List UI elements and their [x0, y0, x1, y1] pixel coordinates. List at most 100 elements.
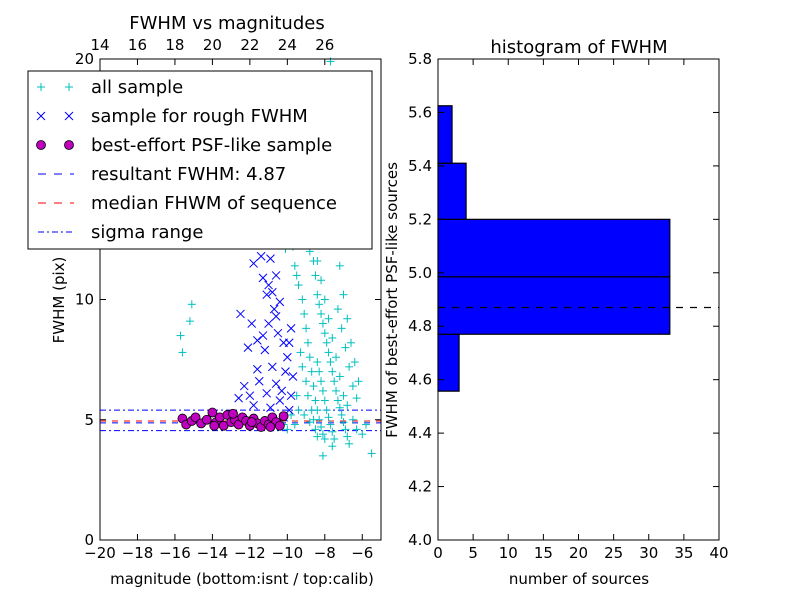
rough-fwhm-point	[275, 396, 285, 405]
all-sample-point	[348, 415, 357, 424]
rough-fwhm-point	[286, 391, 296, 401]
rough-fwhm-point	[258, 273, 268, 283]
y-tick-label: 5	[84, 411, 94, 429]
all-sample-point	[318, 386, 327, 395]
x-tick-label: −16	[159, 544, 191, 562]
all-sample-point	[315, 300, 324, 309]
all-sample-point	[339, 290, 348, 299]
all-sample-point	[307, 367, 316, 376]
all-sample-point	[337, 410, 346, 419]
all-sample-point	[324, 348, 333, 357]
legend-marker	[36, 140, 46, 150]
y-tick-label: 4.0	[408, 531, 432, 549]
all-sample-point	[300, 309, 309, 318]
all-sample-point	[343, 314, 352, 323]
y-tick-label: 4.2	[408, 478, 432, 496]
rough-fwhm-point	[249, 259, 258, 268]
all-sample-point	[333, 305, 342, 314]
rough-fwhm-point	[267, 362, 277, 372]
all-sample-point	[187, 300, 196, 309]
all-sample-point	[303, 338, 312, 347]
all-sample-point	[307, 406, 316, 415]
rough-fwhm-point	[277, 386, 287, 396]
scatter-x-axis-label: magnitude (bottom:isnt / top:calib)	[110, 570, 374, 588]
legend-item: best-effort PSF-like sample	[36, 135, 332, 156]
rough-fwhm-point	[273, 328, 283, 338]
all-sample-point	[335, 403, 344, 412]
psf-like-point	[207, 407, 218, 418]
rough-fwhm-point	[236, 309, 245, 319]
rough-fwhm-point	[245, 391, 255, 401]
top-tick-label: 24	[278, 36, 297, 54]
top-tick-label: 26	[315, 36, 334, 54]
all-sample-point	[350, 358, 359, 367]
all-sample-point	[367, 449, 376, 458]
legend-marker	[37, 83, 45, 91]
y-tick-label: 5.6	[408, 103, 432, 121]
all-sample-point	[298, 295, 307, 304]
all-sample-point	[343, 401, 352, 410]
all-sample-point	[348, 382, 357, 391]
x-tick-label: 30	[639, 544, 658, 562]
histogram-bar	[437, 105, 453, 164]
all-sample-point	[362, 420, 371, 429]
all-sample-point	[303, 391, 312, 400]
all-sample-point	[328, 367, 337, 376]
all-sample-point	[318, 451, 327, 460]
x-tick-label: −6	[351, 544, 373, 562]
all-sample-point	[337, 324, 346, 333]
rough-fwhm-point	[253, 364, 262, 374]
legend-item: resultant FWHM: 4.87	[38, 164, 286, 185]
all-sample-point	[343, 432, 352, 441]
rough-fwhm-point	[267, 287, 277, 297]
histogram-bar	[437, 218, 671, 278]
all-sample-point	[313, 432, 322, 441]
psf-like-point	[190, 412, 201, 423]
all-sample-point	[341, 343, 350, 352]
all-sample-point	[318, 319, 327, 328]
rough-fwhm-point	[258, 331, 268, 340]
x-tick-label: −10	[272, 544, 304, 562]
rough-fwhm-point	[260, 345, 270, 355]
all-sample-point	[320, 396, 329, 405]
top-tick-label: 20	[203, 36, 222, 54]
y-tick-label: 10	[75, 291, 94, 309]
all-sample-point	[335, 372, 344, 381]
rough-fwhm-point	[271, 311, 281, 321]
all-sample-point	[352, 394, 361, 403]
all-sample-point	[309, 382, 318, 391]
all-sample-point	[330, 377, 339, 386]
rough-fwhm-point	[253, 336, 262, 345]
rough-fwhm-point	[286, 324, 296, 333]
histogram-axis-ticks: 0 5 10 15 20 25 30 35 40 4.0 4.2 4.4 4.6 4.8 5.0 5.2 5.4…	[408, 50, 728, 562]
all-sample-point	[178, 348, 187, 357]
legend-label: median FHWM of sequence	[91, 193, 337, 214]
all-sample-point	[294, 406, 303, 415]
all-sample-point	[305, 353, 314, 362]
x-tick-label: −14	[197, 544, 229, 562]
y-tick-label: 5.0	[408, 264, 432, 282]
rough-fwhm-point	[266, 254, 275, 263]
legend-marker	[65, 83, 73, 91]
rough-fwhm-point	[234, 393, 243, 403]
psf-like-point	[265, 422, 276, 432]
rough-fwhm-point	[282, 352, 292, 362]
legend-item: all sample	[37, 77, 183, 98]
histogram-panel: 0 5 10 15 20 25 30 35 40 4.0 4.2 4.4 4.6 4.8 5.0 5.2 5.4…	[383, 37, 729, 588]
psf-like-point	[246, 417, 257, 428]
rough-fwhm-point	[271, 379, 281, 389]
all-sample-point	[347, 338, 356, 347]
x-tick-label: −20	[84, 544, 116, 562]
all-sample-point	[311, 425, 320, 434]
rough-fwhm-point	[247, 319, 257, 328]
all-sample-point	[358, 430, 367, 439]
all-sample-point	[317, 276, 326, 285]
all-sample-point	[320, 295, 329, 304]
legend-marker	[36, 111, 46, 121]
all-sample-point	[300, 410, 309, 419]
all-sample-point	[290, 420, 299, 429]
all-sample-point	[324, 314, 333, 323]
x-tick-label: −8	[314, 544, 336, 562]
all-sample-point	[326, 420, 335, 429]
legend-label: sigma range	[91, 222, 203, 243]
